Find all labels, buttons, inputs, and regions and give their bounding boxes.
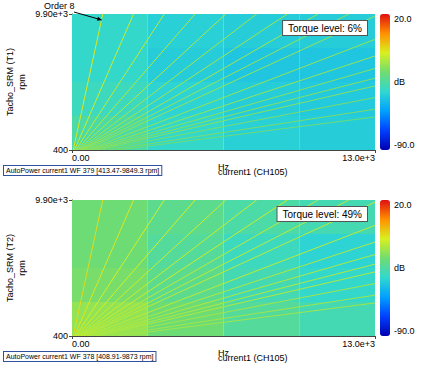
- svg-text:rpm: rpm: [17, 260, 27, 276]
- svg-text:400: 400: [53, 331, 68, 341]
- svg-text:Torque level: 49%: Torque level: 49%: [283, 209, 363, 220]
- svg-text:Tacho_SRM (T2): Tacho_SRM (T2): [5, 234, 15, 302]
- svg-text:Torque level: 6%: Torque level: 6%: [288, 23, 362, 34]
- svg-text:current1 (CH105): current1 (CH105): [218, 352, 288, 363]
- svg-text:0.00: 0.00: [72, 153, 90, 163]
- svg-text:AutoPower current1 WF 378 [408: AutoPower current1 WF 378 [408.91-9873 r…: [6, 353, 154, 361]
- svg-text:current1 (CH105): current1 (CH105): [218, 166, 288, 177]
- svg-text:dB: dB: [394, 263, 405, 273]
- svg-text:13.0e+3: 13.0e+3: [342, 339, 375, 349]
- svg-text:dB: dB: [394, 77, 405, 87]
- svg-text:20.0: 20.0: [394, 200, 412, 210]
- svg-text:rpm: rpm: [17, 74, 27, 90]
- svg-text:400: 400: [53, 145, 68, 155]
- svg-text:-90.0: -90.0: [394, 326, 415, 336]
- svg-text:Hz: Hz: [218, 348, 229, 358]
- svg-text:9.90e+3: 9.90e+3: [35, 195, 68, 205]
- svg-text:-90.0: -90.0: [394, 140, 415, 150]
- svg-text:0.00: 0.00: [72, 339, 90, 349]
- svg-text:13.0e+3: 13.0e+3: [342, 153, 375, 163]
- svg-text:Tacho_SRM (T1): Tacho_SRM (T1): [5, 48, 15, 116]
- svg-text:Order 8: Order 8: [44, 0, 75, 11]
- svg-text:AutoPower current1 WF 379 [413: AutoPower current1 WF 379 [413.47-9849.3…: [6, 167, 159, 175]
- svg-text:9.90e+3: 9.90e+3: [35, 9, 68, 19]
- svg-text:Hz: Hz: [218, 162, 229, 172]
- svg-text:20.0: 20.0: [394, 14, 412, 24]
